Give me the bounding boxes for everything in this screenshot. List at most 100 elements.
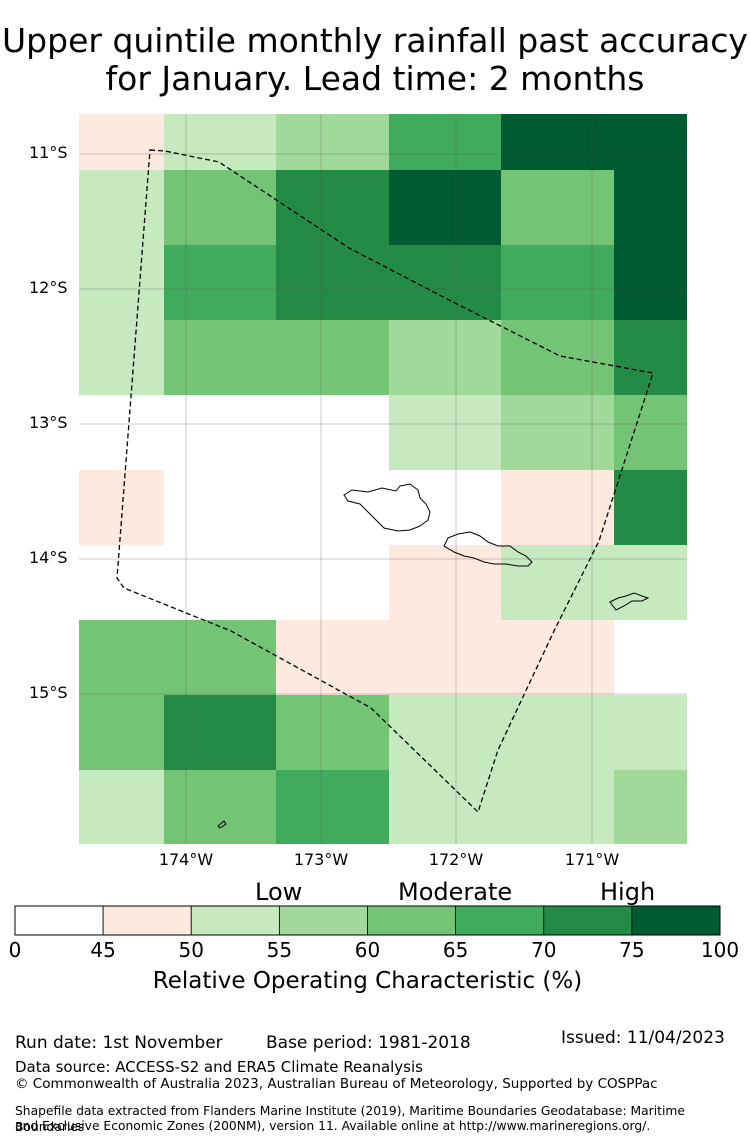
colorbar-segment <box>102 905 192 936</box>
heatmap-cell <box>79 320 164 395</box>
coastlines <box>217 483 650 829</box>
colorbar-segment <box>543 905 633 936</box>
heatmap-cell <box>79 245 164 320</box>
colorbar-tick-label: 45 <box>90 938 116 962</box>
heatmap-cell <box>164 245 276 320</box>
issued-date: Issued: 11/04/2023 <box>561 1028 725 1048</box>
heatmap-cell <box>501 170 614 245</box>
data-source: Data source: ACCESS-S2 and ERA5 Climate … <box>15 1058 423 1076</box>
heatmap-cell <box>389 320 501 395</box>
heatmap-cell <box>79 470 164 545</box>
heatmap-cell <box>276 320 389 395</box>
heatmap-cell <box>501 395 614 470</box>
heatmap-cell <box>389 170 501 245</box>
heatmap-cell <box>389 395 501 470</box>
colorbar-tick-label: 75 <box>619 938 645 962</box>
base-period: Base period: 1981-2018 <box>266 1033 471 1053</box>
heatmap-cell <box>164 695 276 770</box>
heatmap-cell <box>276 770 389 844</box>
heatmap-cell <box>164 545 276 620</box>
heatmap-cell <box>614 395 687 470</box>
heatmap-cell <box>164 320 276 395</box>
upolu-island <box>343 483 431 532</box>
colorbar-segment <box>14 905 104 936</box>
colorbar-tick-label: 55 <box>266 938 293 962</box>
colorbar-label: Relative Operating Characteristic (%) <box>152 968 583 994</box>
colorbar-segment <box>278 905 368 936</box>
heatmap-cell <box>79 114 164 170</box>
copyright: © Commonwealth of Australia 2023, Austra… <box>15 1076 658 1092</box>
savaii-island <box>443 531 533 567</box>
heatmap-cell <box>614 245 687 320</box>
heatmap-cell <box>79 545 164 620</box>
colorbar-tick-label: 100 <box>700 938 740 962</box>
heatmap-cell <box>276 545 389 620</box>
category-low: Low <box>255 878 303 906</box>
heatmap-cell <box>276 245 389 320</box>
title-line-1: Upper quintile monthly rainfall past acc… <box>2 21 748 60</box>
heatmap-cell <box>79 620 164 695</box>
heatmap-cell <box>276 170 389 245</box>
heatmap-cell <box>79 695 164 770</box>
heatmap-cell <box>614 770 687 844</box>
lat-label-14s: 14°S <box>29 548 68 567</box>
heatmap-cell <box>614 170 687 245</box>
shapefile-line-2: and Exclusive Economic Zones (200NM), ve… <box>15 1119 651 1133</box>
colorbar-segment <box>367 905 457 936</box>
heatmap-cell <box>389 770 501 844</box>
heatmap-cell <box>501 114 614 170</box>
heatmap-cell <box>164 170 276 245</box>
heatmap-cell <box>389 114 501 170</box>
heatmap-cell <box>614 114 687 170</box>
heatmap-cell <box>79 170 164 245</box>
colorbar-tick-label: 50 <box>178 938 204 962</box>
heatmap-cell <box>614 620 687 695</box>
heatmap-cell <box>614 470 687 545</box>
heatmap-cell <box>501 545 614 620</box>
chart-title: Upper quintile monthly rainfall past acc… <box>0 22 750 98</box>
heatmap-cell <box>276 395 389 470</box>
colorbar-tick-label: 65 <box>442 938 469 962</box>
heatmap-cell <box>164 395 276 470</box>
heatmap-cell <box>164 114 276 170</box>
heatmap-cell <box>389 470 501 545</box>
title-line-2: for January. Lead time: 2 months <box>105 59 645 98</box>
lat-label-13s: 13°S <box>29 413 68 432</box>
heatmap-cell <box>501 695 614 770</box>
heatmap-cell <box>614 320 687 395</box>
category-moderate: Moderate <box>398 878 513 906</box>
lon-label-171w: 171°W <box>564 850 620 869</box>
heatmap-cell <box>164 770 276 844</box>
heatmap-cell <box>276 620 389 695</box>
heatmap-cell <box>501 245 614 320</box>
lon-label-173w: 173°W <box>293 850 349 869</box>
heatmap-cell <box>389 245 501 320</box>
lat-label-12s: 12°S <box>29 278 68 297</box>
tutuila-island <box>609 592 650 611</box>
heatmap-cell <box>501 620 614 695</box>
lon-label-174w: 174°W <box>158 850 214 869</box>
heatmap-cell <box>501 770 614 844</box>
colorbar-tick-label: 60 <box>354 938 381 962</box>
lon-label-172w: 172°W <box>428 850 484 869</box>
heatmap-cell <box>614 695 687 770</box>
category-high: High <box>600 878 656 906</box>
heatmap-cell <box>79 395 164 470</box>
heatmap-cell <box>164 470 276 545</box>
heatmap-cell <box>276 114 389 170</box>
heatmap-cell <box>501 470 614 545</box>
heatmap-cell <box>389 545 501 620</box>
colorbar-segment <box>631 905 721 936</box>
heatmap-cell <box>614 545 687 620</box>
shapefile-line-1: Shapefile data extracted from Flanders M… <box>15 1104 685 1134</box>
heatmap-cell <box>276 470 389 545</box>
eez-boundary <box>116 149 654 814</box>
heatmap-cell <box>79 770 164 844</box>
colorbar <box>14 905 721 936</box>
heatmap-cell <box>389 620 501 695</box>
heatmap-cells <box>79 114 687 844</box>
swains-island <box>217 820 227 829</box>
lat-label-11s: 11°S <box>29 143 68 162</box>
run-date: Run date: 1st November <box>15 1033 223 1053</box>
colorbar-tick-label: 70 <box>531 938 557 962</box>
